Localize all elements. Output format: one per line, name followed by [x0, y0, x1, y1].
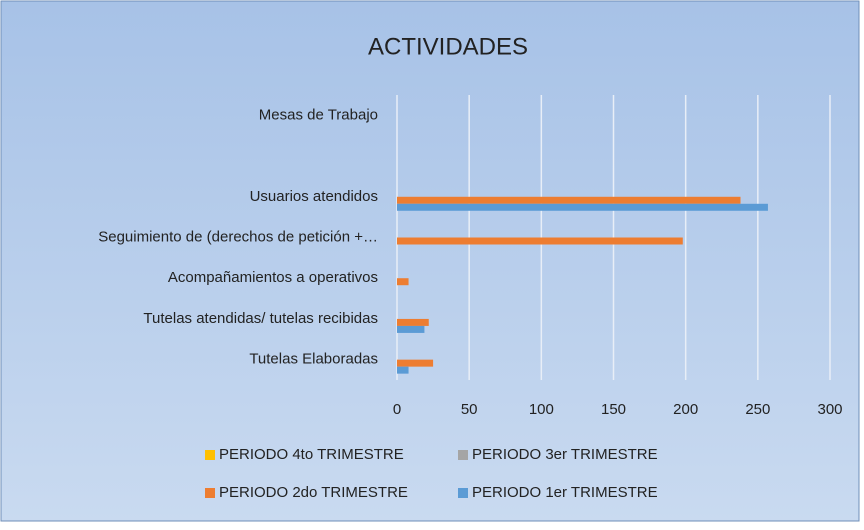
x-tick-label: 50 [461, 401, 478, 418]
legend-label: PERIODO 3er TRIMESTRE [472, 446, 658, 463]
legend-label: PERIODO 2do TRIMESTRE [219, 484, 408, 501]
y-tick-label: Mesas de Trabajo [259, 106, 378, 123]
bar [397, 278, 409, 286]
bar [397, 366, 409, 374]
bar [397, 359, 434, 367]
x-tick-label: 250 [745, 401, 770, 418]
x-tick-label: 100 [529, 401, 554, 418]
legend-label: PERIODO 4to TRIMESTRE [219, 446, 404, 463]
y-tick-label: Usuarios atendidos [250, 188, 378, 205]
bar [397, 318, 429, 326]
chart-title: ACTIVIDADES [368, 33, 528, 60]
legend-swatch [205, 488, 215, 498]
bar [397, 196, 741, 204]
legend-swatch [205, 450, 215, 460]
y-tick-label: Tutelas Elaboradas [249, 351, 378, 368]
x-tick-label: 0 [393, 401, 401, 418]
y-tick-label: Seguimiento de (derechos de petición +… [98, 228, 378, 245]
bar [397, 203, 768, 211]
legend-swatch [458, 488, 468, 498]
x-tick-label: 300 [817, 401, 842, 418]
x-tick-label: 150 [601, 401, 626, 418]
bar [397, 325, 425, 333]
y-tick-label: Acompañamientos a operativos [168, 269, 378, 286]
legend-swatch [458, 450, 468, 460]
bar [397, 237, 683, 245]
y-tick-label: Tutelas atendidas/ tutelas recibidas [143, 310, 378, 327]
legend-label: PERIODO 1er TRIMESTRE [472, 484, 658, 501]
x-tick-label: 200 [673, 401, 698, 418]
